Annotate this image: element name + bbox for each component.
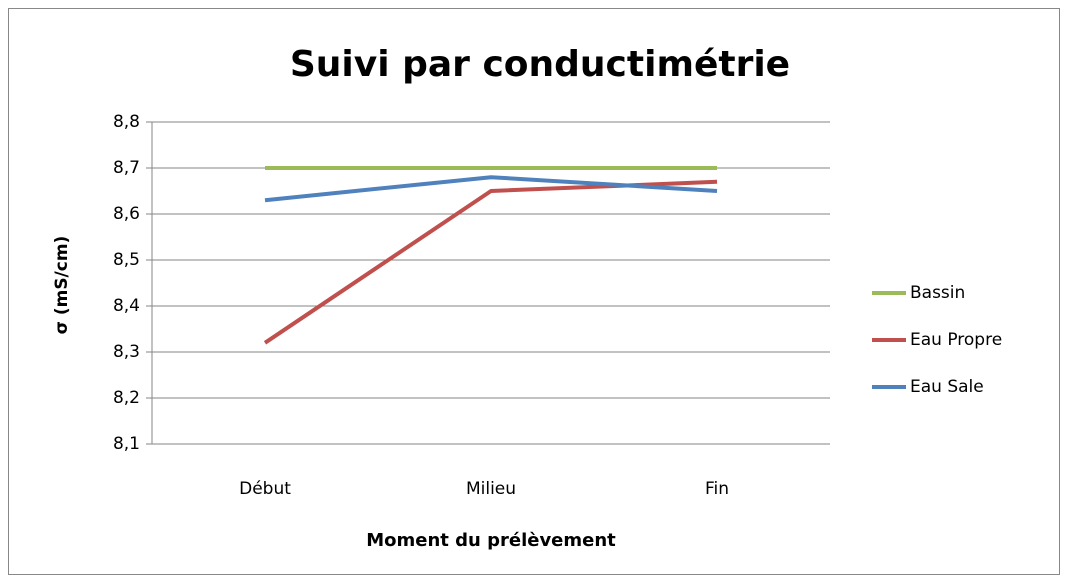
- y-tick-label: 8,6: [113, 204, 140, 224]
- series-line: [264, 175, 718, 203]
- y-tick-label: 8,8: [113, 112, 140, 132]
- y-tick-label: 8,4: [113, 296, 140, 316]
- x-axis-label: Moment du prélèvement: [366, 530, 616, 551]
- y-axis-label: σ (mS/cm): [52, 236, 72, 335]
- y-tick-label: 8,2: [113, 388, 140, 408]
- y-tick-label: 8,3: [113, 342, 140, 362]
- x-tick-label: Milieu: [466, 479, 516, 499]
- legend-label: Eau Propre: [910, 330, 1002, 350]
- y-tick-label: 8,7: [113, 158, 140, 178]
- x-tick-label: Fin: [705, 479, 729, 499]
- x-tick-label: Début: [239, 479, 291, 499]
- legend-label: Bassin: [910, 283, 965, 303]
- chart-title: Suivi par conductimétrie: [290, 44, 790, 85]
- y-tick-label: 8,5: [113, 250, 140, 270]
- y-tick-label: 8,1: [113, 434, 140, 454]
- legend-label: Eau Sale: [910, 377, 984, 397]
